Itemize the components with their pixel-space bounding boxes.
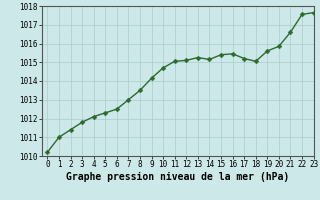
X-axis label: Graphe pression niveau de la mer (hPa): Graphe pression niveau de la mer (hPa) xyxy=(66,172,289,182)
